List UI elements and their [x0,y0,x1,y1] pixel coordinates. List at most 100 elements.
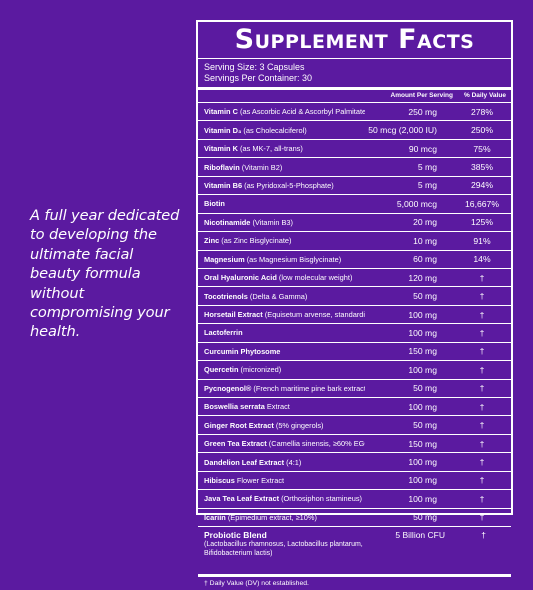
ingredient-amount: 150 mg [408,438,437,449]
table-row: Ginger Root Extract (5% gingerols) 50 mg † [198,416,511,435]
ingredient-name-bold: Vitamin B6 [204,180,243,190]
ingredient-amount: 100 mg [408,401,437,412]
table-row: Tocotrienols (Delta & Gamma) 50 mg † [198,287,511,306]
tagline: A full year dedicated to developing the … [30,207,180,341]
ingredient-dv: 294% [471,180,493,191]
ingredient-dv: † [479,438,485,449]
ingredient-amount: 90 mcg [408,143,437,154]
ingredient-name: Vitamin D₃ (as Cholecalciferol) [198,126,365,135]
ingredient-amount: 50 mg [413,420,437,431]
table-row: Oral Hyaluronic Acid (low molecular weig… [198,269,511,288]
table-row: Riboflavin (Vitamin B2) 5 mg 385% [198,158,511,177]
ingredient-name-detail: (low molecular weight) [276,273,353,283]
ingredient-name-detail: (French maritime pine bark extract) [251,383,365,393]
table-row: Vitamin B6 (as Pyridoxal-5-Phosphate) 5 m… [198,177,511,196]
ingredient-dv: 91% [473,235,491,246]
ingredient-name: Hibiscus Flower Extract [198,476,365,485]
ingredient-amount: 50 mg [413,291,437,302]
ingredient-name-bold: Curcumin Phytosome [204,346,281,356]
ingredient-dv: 250% [471,125,493,136]
ingredient-name-detail: (4:1) [284,457,302,467]
table-row: Biotin 5,000 mcg 16,667% [198,195,511,214]
ingredient-name-detail: (Vitamin B2) [239,162,283,172]
ingredient-name-bold: Nicotinamide [204,217,251,227]
ingredient-amount: 50 mcg (2,000 IU) [368,125,437,136]
probiotic-dv: † [481,530,486,541]
dv-column-header: % Daily Value [464,92,506,99]
ingredient-name-bold: Vitamin D₃ [204,125,242,135]
ingredient-name: Vitamin B6 (as Pyridoxal-5-Phosphate) [198,181,365,190]
ingredient-dv: † [479,493,485,504]
table-row: Hibiscus Flower Extract 100 mg † [198,472,511,491]
serving-size: Serving Size: 3 Capsules [204,62,305,72]
ingredient-name-bold: Icariin [204,512,226,522]
ingredient-name-bold: Green Tea Extract [204,439,267,449]
ingredient-amount: 100 mg [408,327,437,338]
ingredient-amount: 100 mg [408,457,437,468]
ingredient-name: Biotin [198,199,365,208]
ingredient-amount: 60 mg [413,254,437,265]
ingredient-dv: † [479,475,485,486]
table-row: Magnesium (as Magnesium Bisglycinate) 60 … [198,251,511,269]
ingredient-name-detail: (as Magnesium Bisglycinate) [244,254,342,264]
table-row: Vitamin D₃ (as Cholecalciferol) 50 mcg (2… [198,121,511,140]
ingredient-name-detail: Extract [264,402,290,412]
probiotic-row: Probiotic Blend (Lactobacillus rhamnosus… [198,527,511,578]
ingredient-name-bold: Vitamin C [204,107,238,117]
ingredient-name: Nicotinamide (Vitamin B3) [198,218,365,227]
serving-info: Serving Size: 3 Capsules Servings Per Co… [198,59,511,90]
ingredient-rows: Vitamin C (as Ascorbic Acid & Ascorbyl P… [198,103,511,528]
ingredient-name: Tocotrienols (Delta & Gamma) [198,292,365,301]
probiotic-strains: (Lactobacillus rhamnosus, Lactobacillus … [204,541,363,558]
ingredient-dv: 385% [471,162,493,173]
ingredient-name: Ginger Root Extract (5% gingerols) [198,421,365,430]
servings-per-container: Servings Per Container: 30 [204,72,313,83]
ingredient-name-detail: Flower Extract [234,475,285,485]
ingredient-dv: 75% [473,143,491,154]
ingredient-name-detail: (5% gingerols) [273,420,324,430]
ingredient-name-detail: (as MK-7, all-trans) [237,144,303,154]
ingredient-amount: 250 mg [408,106,437,117]
ingredient-name: Quercetin (micronized) [198,365,365,374]
ingredient-name-detail: (Delta & Gamma) [247,291,308,301]
supplement-facts-panel: Supplement Facts Serving Size: 3 Capsule… [196,20,513,587]
ingredient-name-bold: Riboflavin [204,162,240,172]
ingredient-name-bold: Pycnogenol® [204,383,252,393]
ingredient-name-detail: (Orthosiphon stamineus) [279,494,363,504]
ingredient-name: Zinc (as Zinc Bisglycinate) [198,236,365,245]
ingredient-amount: 50 mg [413,383,437,394]
ingredient-amount: 120 mg [408,272,437,283]
ingredient-dv: † [479,291,485,302]
table-row: Nicotinamide (Vitamin B3) 20 mg 125% [198,214,511,233]
ingredient-name: Magnesium (as Magnesium Bisglycinate) [198,255,365,264]
ingredient-dv: † [479,327,485,338]
ingredient-name-detail: (as Ascorbic Acid & Ascorbyl Palmitate) [237,107,365,117]
ingredient-name: Horsetail Extract (Equisetum arvense, st… [198,310,365,319]
ingredient-amount: 150 mg [408,346,437,357]
ingredient-dv: † [479,272,485,283]
table-row: Boswellia serrata Extract 100 mg † [198,398,511,417]
ingredient-dv: 16,667% [465,198,499,209]
table-row: Java Tea Leaf Extract (Orthosiphon stami… [198,490,511,509]
ingredient-name-bold: Dandelion Leaf Extract [204,457,285,467]
table-row: Curcumin Phytosome 150 mg † [198,343,511,362]
ingredient-dv: 278% [471,106,493,117]
ingredient-amount: 100 mg [408,364,437,375]
ingredient-name-bold: Quercetin [204,365,239,375]
table-row: Zinc (as Zinc Bisglycinate) 10 mg 91% [198,232,511,251]
ingredient-amount: 10 mg [413,235,437,246]
ingredient-name: Riboflavin (Vitamin B2) [198,163,365,172]
table-row: Pycnogenol® (French maritime pine bark e… [198,380,511,398]
ingredient-name: Icariin (Epimedium extract, ≥10%) [198,513,365,522]
ingredient-name-detail: (Equisetum arvense, standardized to 7% s… [264,310,365,320]
ingredient-amount: 100 mg [408,475,437,486]
panel-title: Supplement Facts [198,22,511,59]
ingredient-name: Java Tea Leaf Extract (Orthosiphon stami… [198,494,365,503]
ingredient-name: Vitamin K (as MK-7, all-trans) [198,144,365,153]
probiotic-name: Probiotic Blend [204,530,267,541]
ingredient-name: Pycnogenol® (French maritime pine bark e… [198,384,365,393]
probiotic-amount: 5 Billion CFU [395,530,445,541]
table-row: Icariin (Epimedium extract, ≥10%) 50 mg † [198,509,511,528]
ingredient-name: Vitamin C (as Ascorbic Acid & Ascorbyl P… [198,107,365,116]
ingredient-amount: 50 mg [413,512,437,523]
